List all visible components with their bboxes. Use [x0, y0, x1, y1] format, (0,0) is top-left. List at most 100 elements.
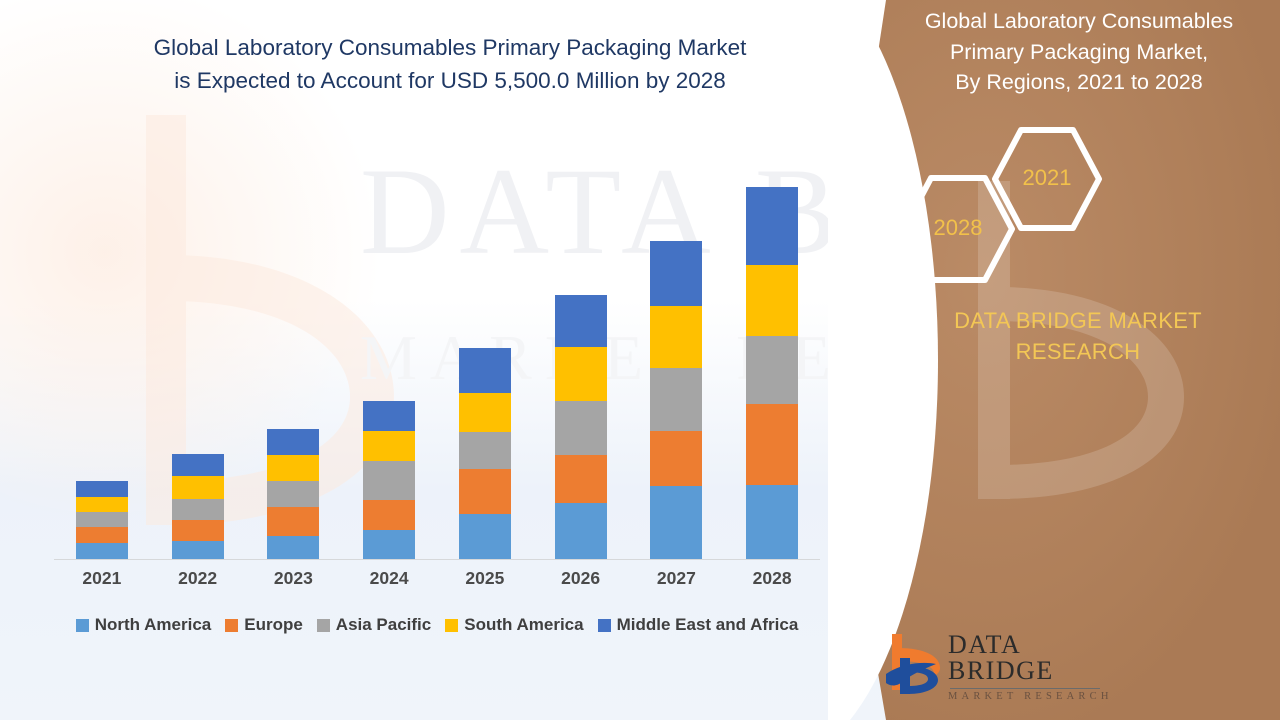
- legend-label: South America: [464, 615, 584, 634]
- company-logo: DATA BRIDGE MARKET RESEARCH: [878, 628, 1118, 702]
- bar-segment[interactable]: [75, 481, 128, 497]
- bar-segment[interactable]: [554, 347, 607, 401]
- legend-item-middle-east-and-africa[interactable]: Middle East and Africa: [597, 615, 799, 635]
- bar-segment[interactable]: [650, 368, 703, 431]
- stacked-bar-2028[interactable]: [746, 187, 799, 559]
- bar-segment[interactable]: [75, 527, 128, 543]
- bar-segment[interactable]: [746, 187, 799, 265]
- legend-label: Europe: [244, 615, 303, 634]
- chart-legend: North America Europe Asia Pacific South Ame…: [54, 615, 820, 635]
- hexagon-2028: 2028: [898, 173, 1018, 285]
- x-axis-label-2024: 2024: [369, 568, 409, 588]
- bar-segment[interactable]: [267, 507, 320, 536]
- panel-title-line-3: By Regions, 2021 to 2028: [955, 70, 1203, 95]
- bar-segment[interactable]: [171, 454, 224, 476]
- legend-swatch-icon: [225, 618, 239, 632]
- bar-segment[interactable]: [171, 499, 224, 520]
- bar-segment[interactable]: [75, 512, 128, 527]
- panel-title-line-2: Primary Packaging Market,: [949, 39, 1209, 64]
- bar-segment[interactable]: [458, 469, 511, 514]
- x-axis-label-2027: 2027: [656, 568, 696, 588]
- bar-segment[interactable]: [267, 455, 320, 481]
- logo-mark-icon: [886, 634, 940, 694]
- stacked-bar-2024[interactable]: [363, 401, 416, 559]
- bar-slot-2024: [342, 140, 437, 559]
- bar-segment[interactable]: [363, 431, 416, 461]
- bar-segment[interactable]: [554, 503, 607, 559]
- bar-segment[interactable]: [75, 497, 128, 512]
- bar-segment[interactable]: [746, 265, 799, 336]
- x-axis-label-2021: 2021: [82, 568, 122, 588]
- brand-line-1: DATA BRIDGE MARKET: [954, 308, 1202, 333]
- bar-segment[interactable]: [746, 336, 799, 404]
- bar-segment[interactable]: [458, 393, 511, 432]
- x-axis-label-2022: 2022: [178, 568, 218, 588]
- bar-slot-2022: [150, 140, 245, 559]
- chart-panel: DATA BRIDGE MARKET RESEARCH Global Labor…: [0, 0, 900, 720]
- legend-label: North America: [94, 615, 212, 634]
- bar-segment[interactable]: [650, 241, 703, 306]
- bar-segment[interactable]: [363, 461, 416, 500]
- hexagon-2021-label: 2021: [1022, 165, 1072, 190]
- stacked-bar-2022[interactable]: [171, 454, 224, 559]
- legend-item-south-america[interactable]: South America: [445, 615, 584, 635]
- bar-segment[interactable]: [458, 514, 511, 559]
- chart-title-line-2: is Expected to Account for USD 5,500.0 M…: [174, 67, 726, 93]
- legend-label: Middle East and Africa: [616, 615, 799, 634]
- hexagon-2021: 2021: [989, 125, 1105, 233]
- x-axis-label-2025: 2025: [465, 568, 505, 588]
- bar-segment[interactable]: [458, 348, 511, 393]
- bar-segment[interactable]: [554, 401, 607, 455]
- chart-title: Global Laboratory Consumables Primary Pa…: [60, 32, 840, 98]
- x-axis-line: [54, 559, 820, 560]
- hexagon-2028-label: 2028: [933, 215, 983, 240]
- bar-segment[interactable]: [75, 543, 128, 559]
- bar-segment[interactable]: [267, 481, 320, 507]
- stacked-bar-2025[interactable]: [458, 348, 511, 559]
- bar-segment[interactable]: [650, 486, 703, 559]
- logo-sub-text: MARKET RESEARCH: [948, 691, 1113, 702]
- bar-segment[interactable]: [171, 541, 224, 559]
- bar-segment[interactable]: [363, 401, 416, 431]
- bar-segment[interactable]: [650, 306, 703, 368]
- stacked-bar-2026[interactable]: [554, 295, 607, 559]
- panel-title: Global Laboratory Consumables Primary Pa…: [884, 6, 1274, 98]
- bar-segment[interactable]: [554, 295, 607, 347]
- bar-segment[interactable]: [267, 536, 320, 559]
- bar-group: [54, 140, 820, 559]
- x-axis-labels: 2021 2022 2023 2024 2025 2026 2027 2028: [54, 568, 820, 598]
- legend-item-north-america[interactable]: North America: [75, 615, 212, 635]
- stacked-bar-2023[interactable]: [267, 429, 320, 559]
- legend-swatch-icon: [316, 618, 330, 632]
- bar-slot-2023: [246, 140, 341, 559]
- stacked-bar-2027[interactable]: [650, 241, 703, 559]
- logo-wordmark: DATA BRIDGE MARKET RESEARCH: [948, 632, 1118, 703]
- legend-swatch-icon: [445, 618, 459, 632]
- bar-segment[interactable]: [554, 455, 607, 503]
- legend-item-asia-pacific[interactable]: Asia Pacific: [316, 615, 431, 635]
- chart-title-line-1: Global Laboratory Consumables Primary Pa…: [153, 35, 747, 60]
- bar-segment[interactable]: [363, 500, 416, 530]
- bar-segment[interactable]: [171, 520, 224, 541]
- bar-slot-2026: [533, 140, 628, 559]
- hexagon-badges: 2028 2021: [888, 125, 1278, 290]
- bar-segment[interactable]: [171, 476, 224, 499]
- x-axis-label-2028: 2028: [752, 568, 792, 588]
- legend-item-europe[interactable]: Europe: [225, 615, 303, 635]
- bar-slot-2025: [437, 140, 532, 559]
- bar-segment[interactable]: [363, 530, 416, 559]
- legend-swatch-icon: [597, 618, 611, 632]
- logo-main-text: DATA BRIDGE: [948, 630, 1054, 685]
- bar-segment[interactable]: [746, 404, 799, 485]
- plot-area: [54, 140, 820, 560]
- bar-segment[interactable]: [267, 429, 320, 455]
- bar-segment[interactable]: [458, 432, 511, 469]
- bar-segment[interactable]: [746, 485, 799, 559]
- bar-segment[interactable]: [650, 431, 703, 486]
- panel-title-line-1: Global Laboratory Consumables: [924, 9, 1234, 33]
- bar-slot-2028: [725, 140, 820, 559]
- x-axis-label-2023: 2023: [273, 568, 313, 588]
- logo-divider: [950, 688, 1100, 689]
- stacked-bar-2021[interactable]: [75, 481, 128, 559]
